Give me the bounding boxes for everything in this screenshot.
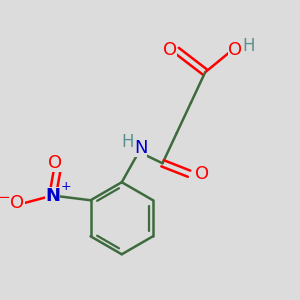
- Text: O: O: [11, 194, 25, 212]
- Text: N: N: [45, 187, 60, 205]
- Text: +: +: [61, 179, 71, 193]
- Text: O: O: [195, 165, 209, 183]
- Text: N: N: [134, 139, 148, 157]
- Text: −: −: [0, 190, 10, 205]
- Text: O: O: [227, 41, 242, 59]
- Text: H: H: [243, 37, 255, 55]
- Text: O: O: [48, 154, 62, 172]
- Text: H: H: [121, 134, 134, 152]
- Text: O: O: [163, 41, 177, 59]
